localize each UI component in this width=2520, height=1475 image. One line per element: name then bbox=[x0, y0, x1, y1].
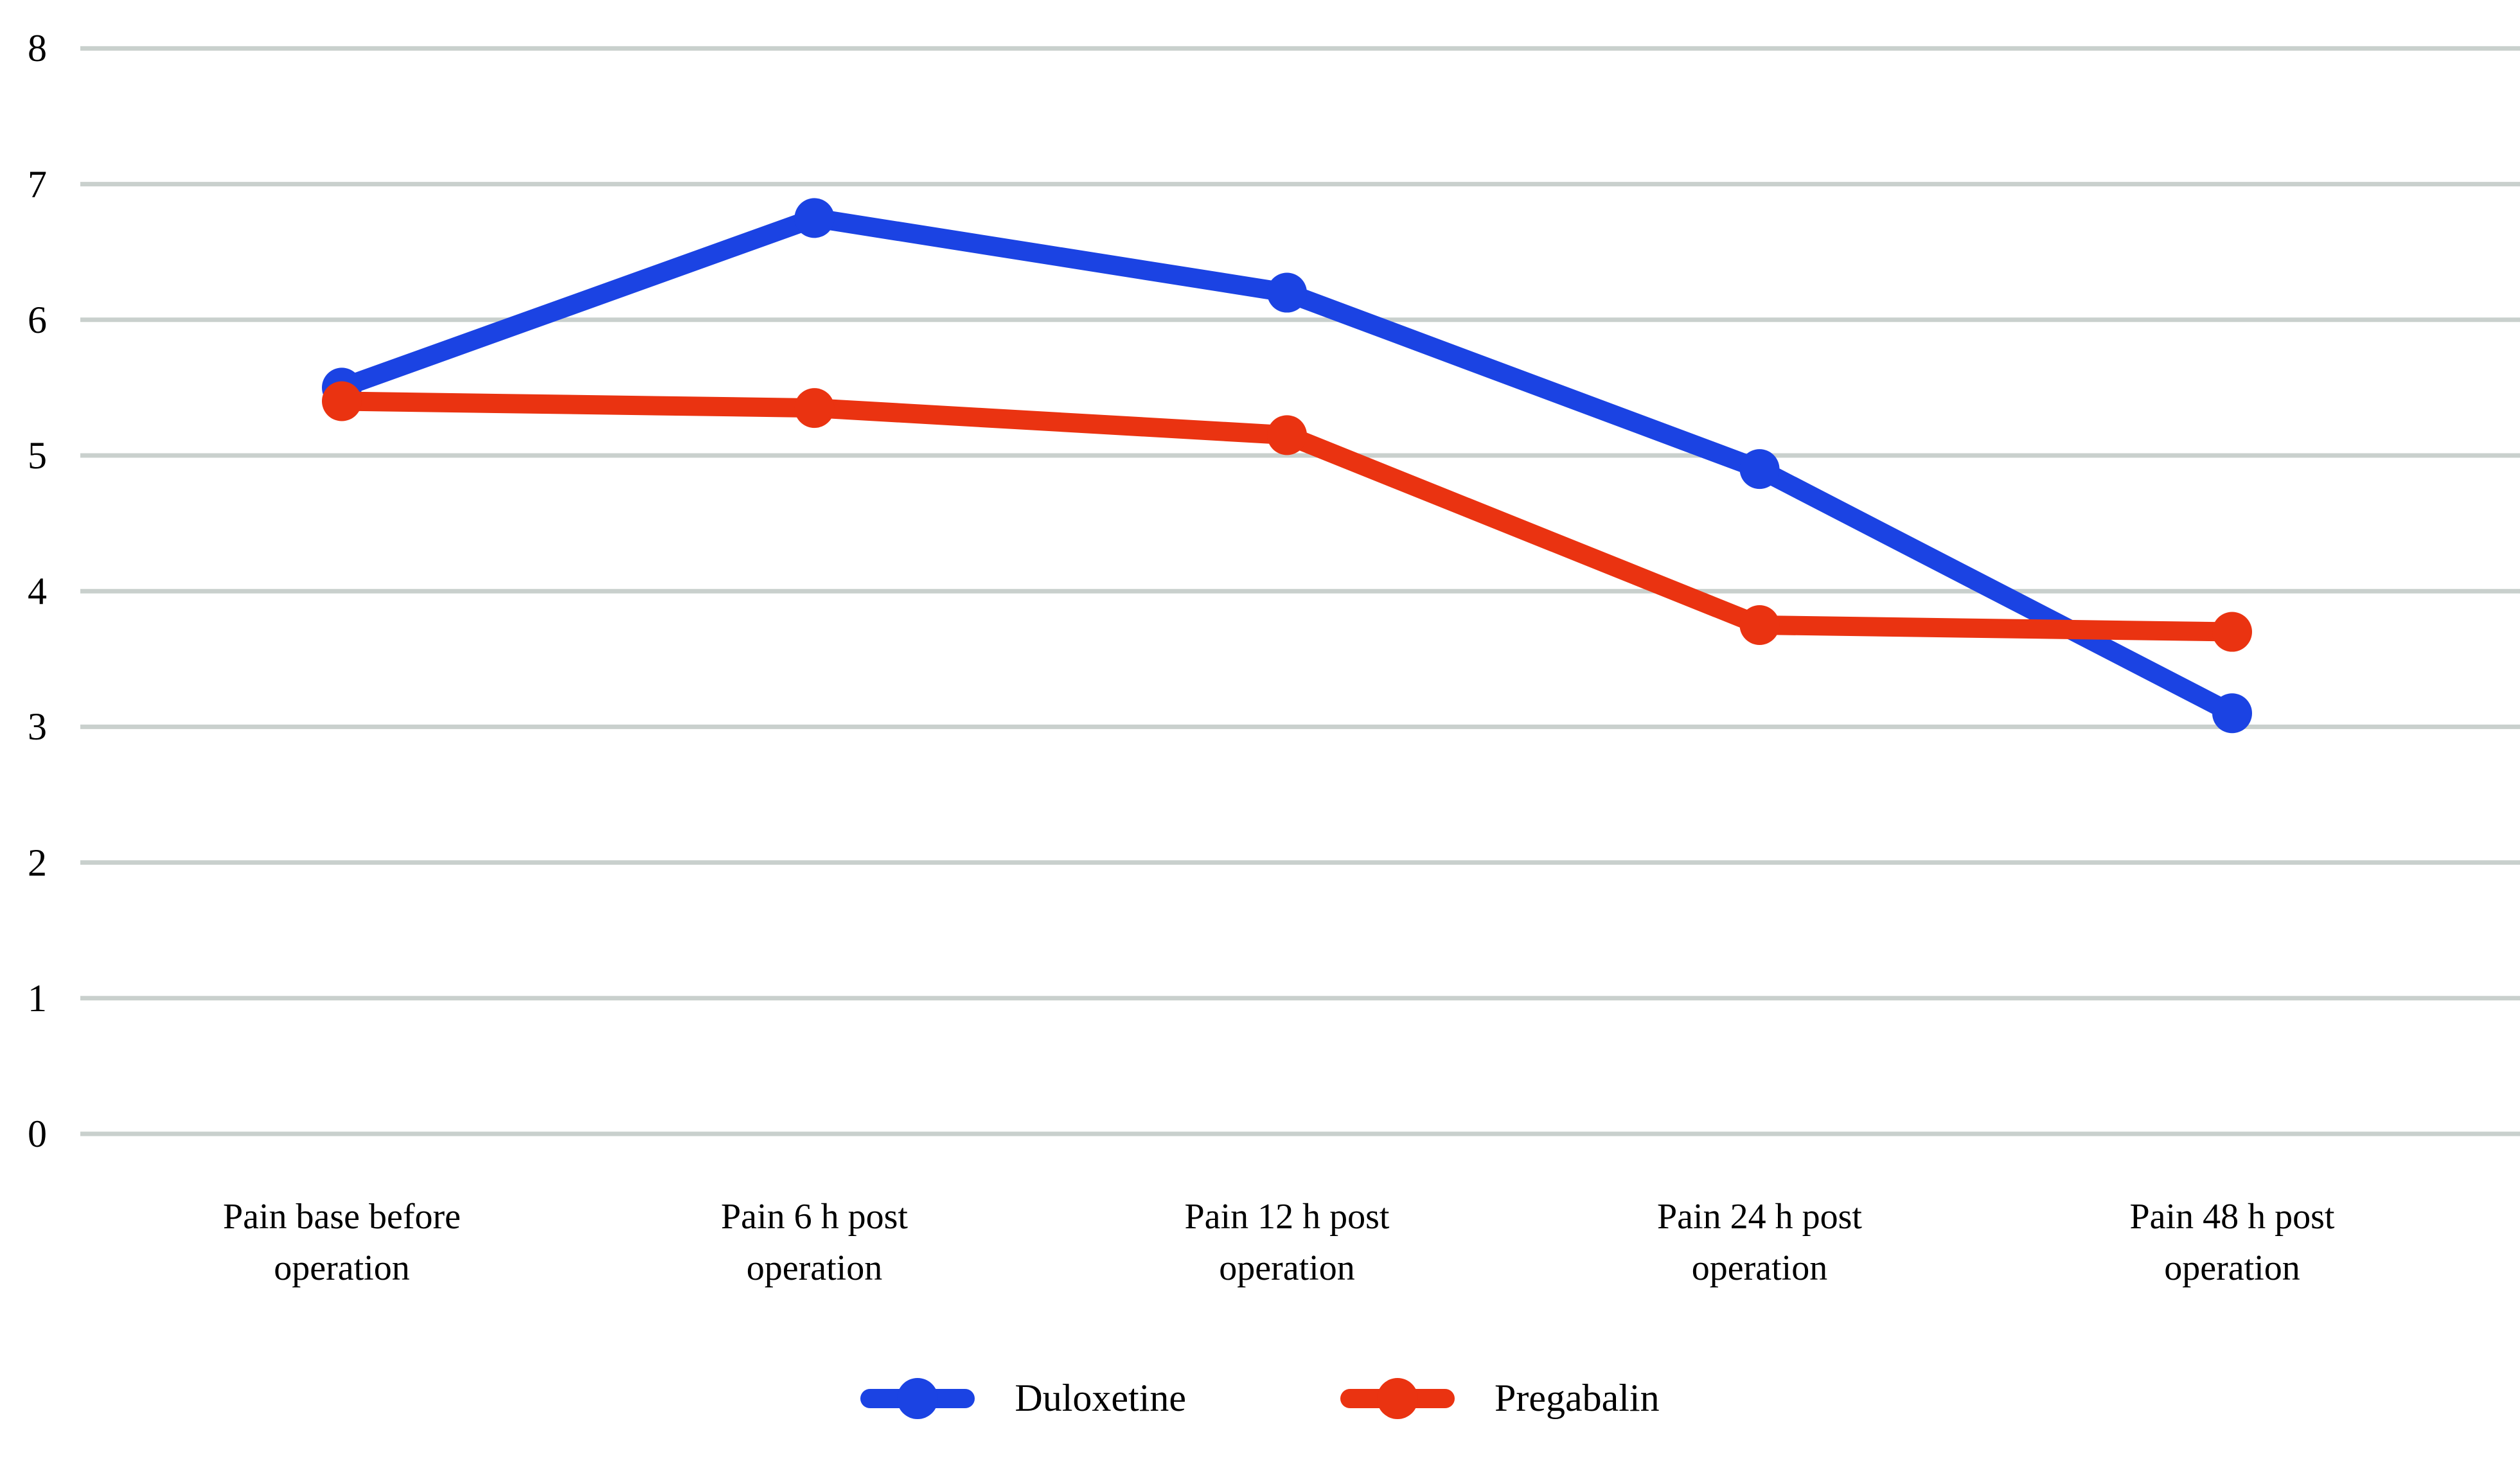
legend-item-pregabalin: Pregabalin bbox=[1340, 1376, 1660, 1420]
y-tick-label-1: 1 bbox=[28, 976, 47, 1020]
data-point-duloxetine-3 bbox=[1739, 449, 1780, 490]
y-tick-label-0: 0 bbox=[28, 1113, 47, 1155]
x-category-label-3: Pain 24 h post operation bbox=[1657, 1197, 1862, 1288]
data-point-duloxetine-2 bbox=[1267, 272, 1307, 313]
data-point-pregabalin-1 bbox=[794, 388, 835, 428]
legend-marker-icon bbox=[860, 1377, 975, 1419]
y-tick-label-8: 8 bbox=[28, 27, 47, 70]
y-tick-label-4: 4 bbox=[28, 570, 47, 613]
x-category-label-1: Pain 6 h post operation bbox=[721, 1197, 908, 1288]
y-tick-label-3: 3 bbox=[28, 705, 47, 748]
y-tick-label-7: 7 bbox=[28, 163, 47, 206]
data-point-pregabalin-3 bbox=[1739, 605, 1780, 645]
y-tick-label-5: 5 bbox=[28, 434, 47, 477]
legend-item-duloxetine: Duloxetine bbox=[860, 1376, 1186, 1420]
data-point-pregabalin-4 bbox=[2212, 612, 2252, 652]
chart-legend: Duloxetine Pregabalin bbox=[0, 1376, 2520, 1420]
x-category-label-2: Pain 12 h post operation bbox=[1184, 1197, 1390, 1288]
data-point-pregabalin-2 bbox=[1267, 415, 1307, 455]
x-category-label-4: Pain 48 h post operation bbox=[2129, 1197, 2335, 1288]
data-point-pregabalin-0 bbox=[322, 381, 362, 421]
y-tick-label-2: 2 bbox=[28, 841, 47, 884]
y-tick-label-6: 6 bbox=[28, 298, 47, 341]
x-category-label-0: Pain base before operation bbox=[222, 1197, 461, 1288]
legend-label: Pregabalin bbox=[1495, 1377, 1660, 1419]
legend-marker-icon bbox=[1340, 1377, 1455, 1419]
data-point-duloxetine-1 bbox=[794, 198, 835, 238]
data-point-duloxetine-4 bbox=[2212, 693, 2252, 734]
legend-label: Duloxetine bbox=[1015, 1377, 1186, 1419]
